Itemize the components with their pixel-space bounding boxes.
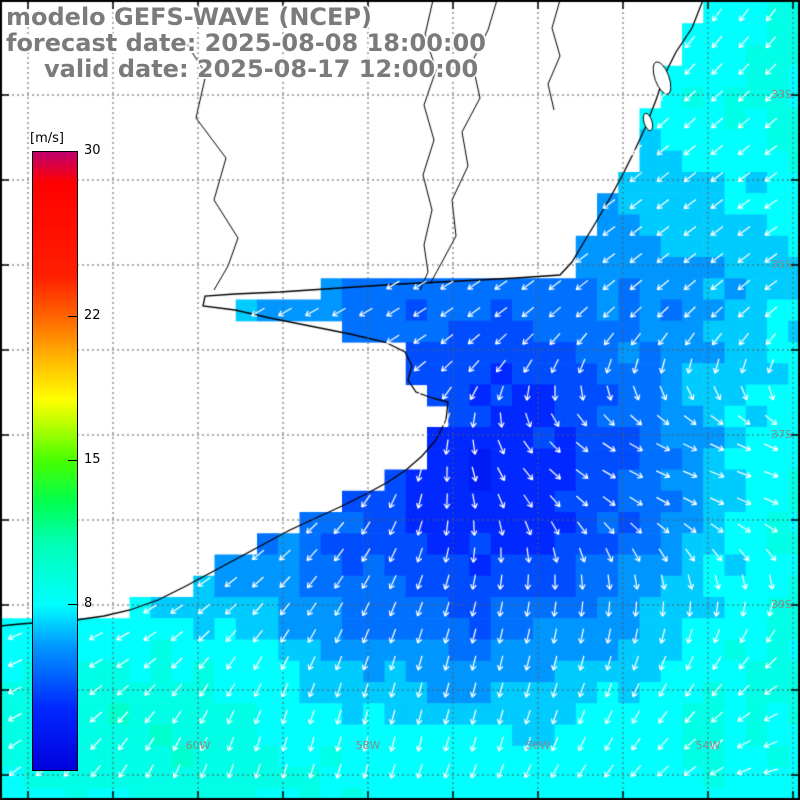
wave-forecast-map: modelo GEFS-WAVE (NCEP) forecast date: 2… [0, 0, 800, 800]
map-canvas [0, 0, 800, 800]
